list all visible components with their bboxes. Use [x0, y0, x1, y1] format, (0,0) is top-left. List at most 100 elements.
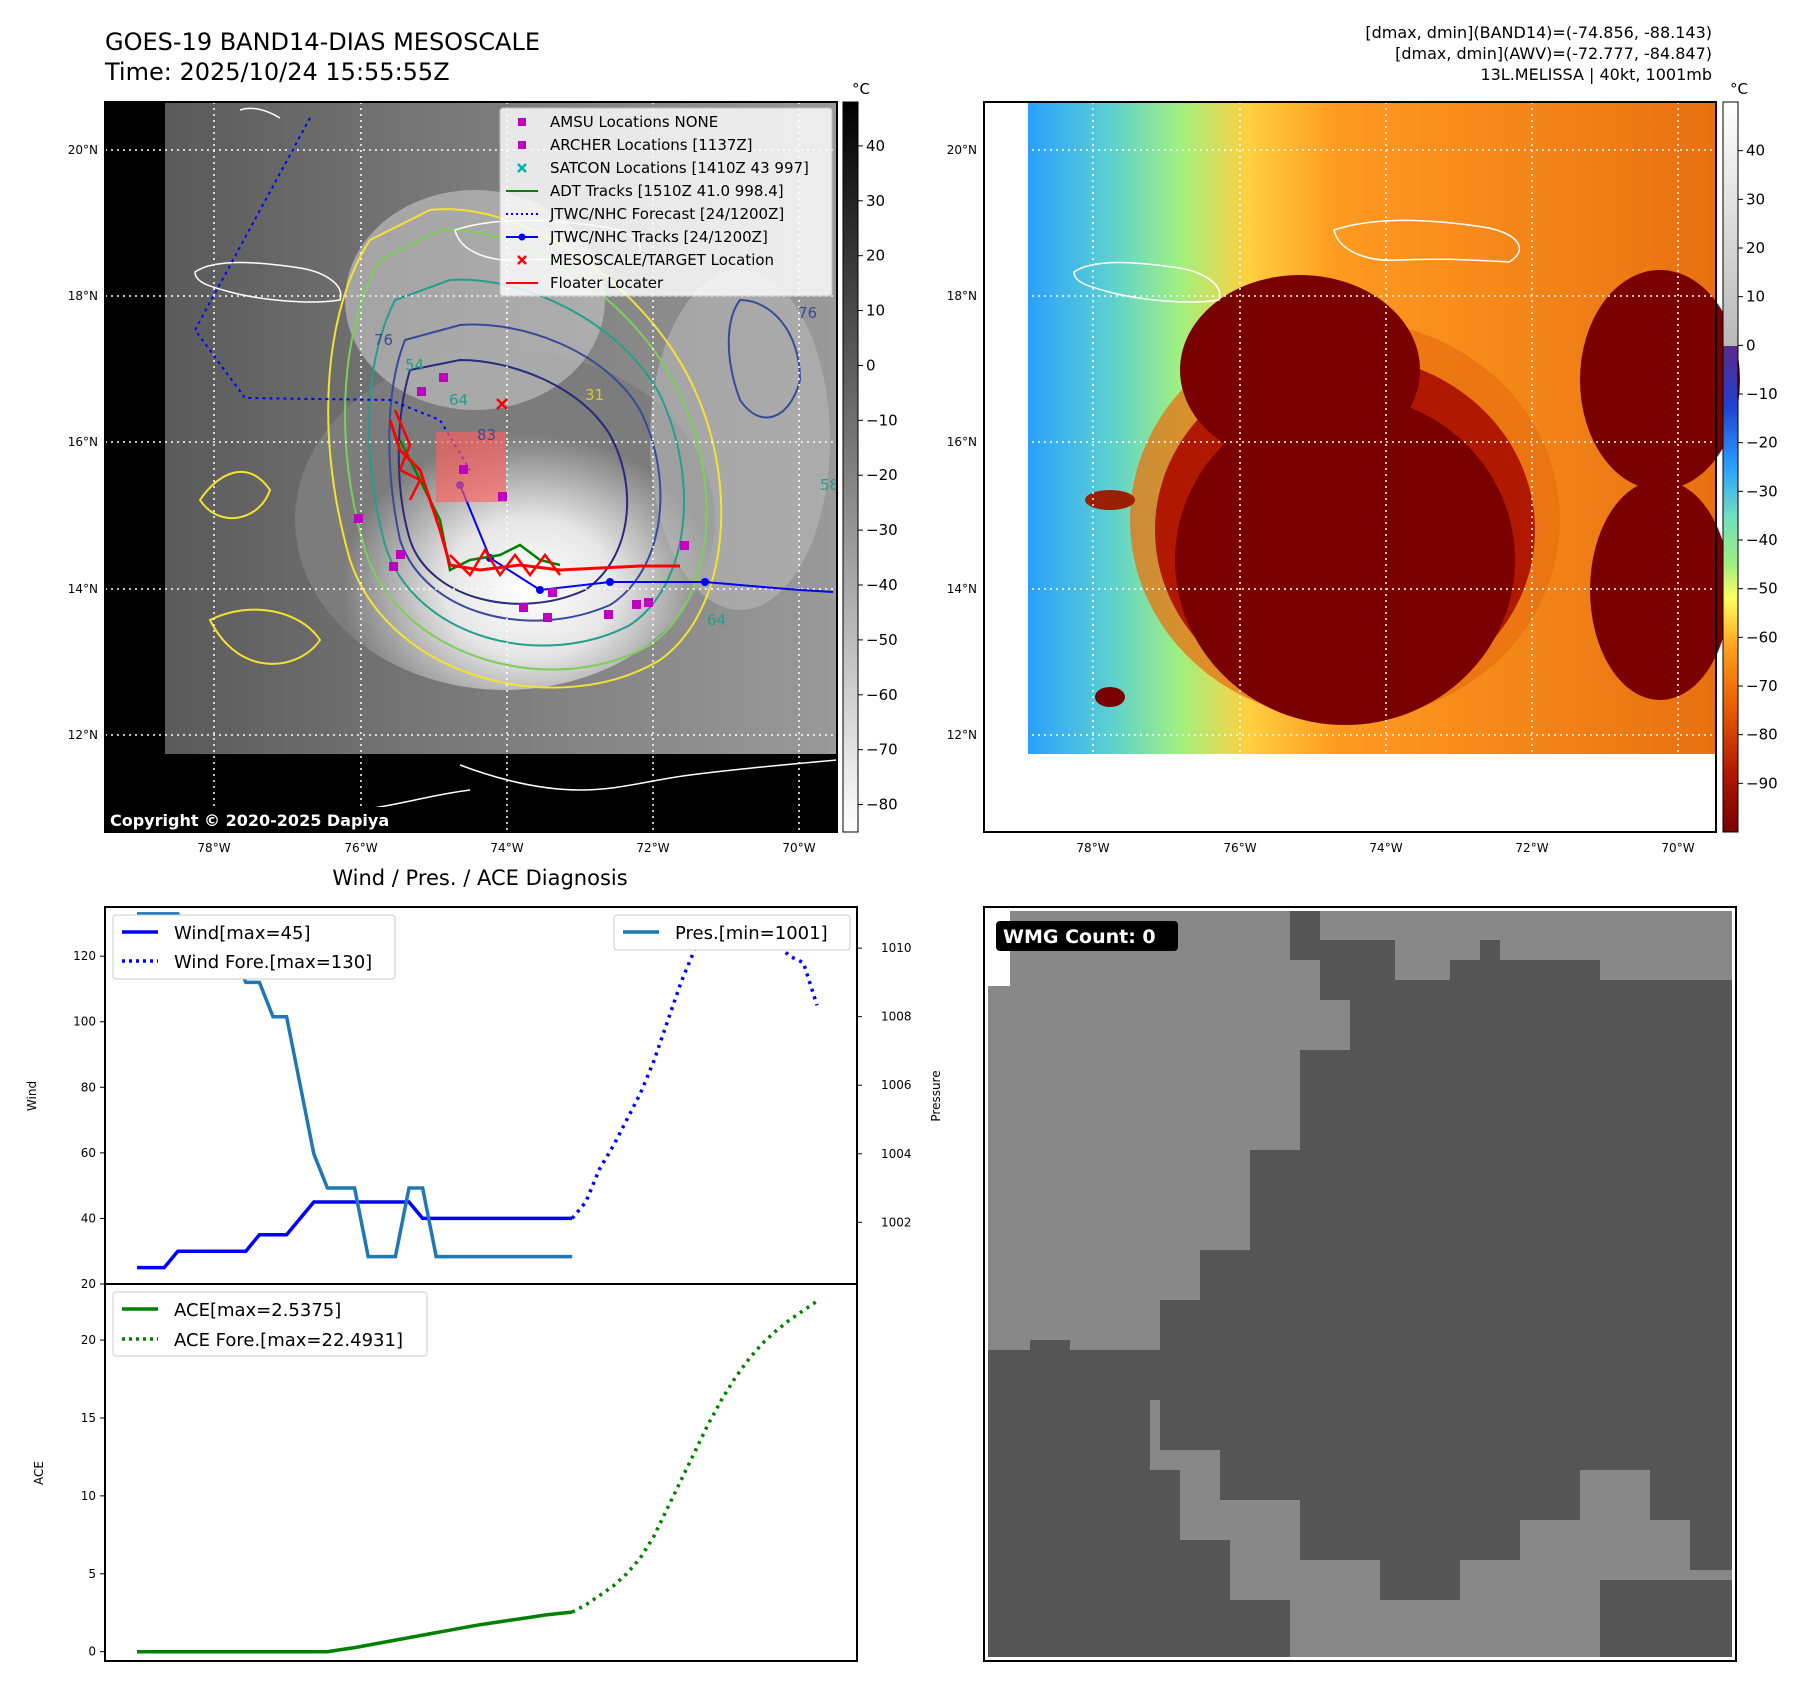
lat-tick-label: 14°N	[947, 582, 977, 596]
colorbar-tick-label: 0	[866, 356, 876, 374]
ace-forecast-legend-label: ACE Fore.[max=22.4931]	[174, 1330, 403, 1351]
legend-marker	[518, 141, 526, 149]
wmg-dark-region-3	[1600, 1580, 1732, 1657]
contour-label: 83	[477, 426, 496, 444]
legend-marker	[517, 255, 527, 265]
colorbar-tick-label: −60	[866, 686, 898, 704]
copyright-text: Copyright © 2020-2025 Dapiya	[110, 811, 389, 830]
colorbar-tick-label: −70	[1746, 677, 1778, 695]
colorbar-tick-label: −20	[866, 466, 898, 484]
color-map-coastlines	[1073, 219, 1717, 791]
lat-tick-label: 16°N	[947, 435, 977, 449]
info-line-3: 13L.MELISSA | 40kt, 1001mb	[1480, 65, 1712, 84]
color-core	[1175, 395, 1515, 725]
wind-ytick-label: 60	[81, 1146, 96, 1160]
right-colorbar-frame	[1722, 101, 1739, 833]
right-colorbar-unit: °C	[1730, 80, 1748, 98]
map-frame	[104, 101, 838, 833]
colorbar-tick-label: −40	[866, 576, 898, 594]
contour-label: 58	[820, 476, 839, 494]
contour-label: 54	[405, 356, 424, 374]
contour-labels: 76 54 64 31 83 64 76 58	[374, 304, 839, 629]
pressure-ytick-label: 1006	[881, 1078, 912, 1092]
wind-ytick-label: 80	[81, 1080, 96, 1094]
colorbar-tick-label: 10	[866, 302, 885, 320]
mesoscale-target-box	[436, 432, 506, 502]
colorbar-tick-label: 30	[1746, 190, 1765, 208]
right-colorbar-bottom	[1723, 346, 1738, 832]
legend-marker	[518, 233, 526, 241]
pressure-ytick-label: 1008	[881, 1010, 912, 1024]
legend-frame	[499, 107, 833, 297]
copyright-bg	[105, 807, 413, 833]
ace-ytick-label: 5	[88, 1567, 96, 1581]
colorbar-tick-label: 10	[1746, 288, 1765, 306]
contour-label: 31	[585, 386, 604, 404]
legend-item-label: SATCON Locations [1410Z 43 997]	[550, 159, 809, 177]
colorbar-tick-label: −40	[1746, 531, 1778, 549]
ir-map-panel: 76 54 64 31 83 64 76 58 AMSU Locations N…	[104, 101, 839, 833]
lon-tick-label: 72°W	[1515, 841, 1548, 855]
color-cell-southwest	[1095, 687, 1125, 707]
lat-tick-label: 14°N	[68, 582, 98, 596]
colorbar-tick-label: −60	[1746, 628, 1778, 646]
colorbar-tick-label: 40	[866, 137, 885, 155]
color-map-frame	[983, 101, 1717, 833]
wind-legend: Wind[max=45] Wind Fore.[max=130]	[112, 914, 396, 980]
wmg-dark-region-1	[1100, 911, 1732, 1600]
wind-ytick-label: 120	[73, 949, 96, 963]
pressure-ytick-label: 1010	[881, 941, 912, 955]
colorbar-tick-label: −10	[866, 411, 898, 429]
lat-tick-label: 20°N	[947, 143, 977, 157]
wind-legend-frame	[112, 914, 396, 980]
diagnosis-chart: Wind / Pres. / ACE Diagnosis Wind Pressu…	[25, 866, 943, 1662]
pressure-legend: Pres.[min=1001]	[613, 914, 851, 951]
wind-forecast-legend-label: Wind Fore.[max=130]	[174, 952, 372, 973]
floater-scribbles	[393, 409, 561, 578]
colorbar-tick-label: −30	[866, 521, 898, 539]
wind-ytick-label: 100	[73, 1015, 96, 1029]
legend-marker	[518, 118, 526, 126]
figure-title: GOES-19 BAND14-DIAS MESOSCALE	[105, 28, 540, 56]
contour-label: 64	[449, 391, 468, 409]
ace-legend-label: ACE[max=2.5375]	[174, 1300, 341, 1321]
lon-tick-label: 70°W	[1661, 841, 1694, 855]
pressure-ytick-label: 1004	[881, 1147, 912, 1161]
contour-label: 64	[707, 611, 726, 629]
lat-tick-label: 18°N	[947, 289, 977, 303]
pressure-ytick-label: 1002	[881, 1215, 912, 1229]
info-line-2: [dmax, dmin](AWV)=(-72.777, -84.847)	[1395, 44, 1712, 63]
ace-legend-frame	[112, 1291, 428, 1357]
colorbar-tick-label: 40	[1746, 142, 1765, 160]
color-core-east	[1580, 270, 1740, 490]
colorbar-tick-label: 20	[1746, 239, 1765, 257]
left-colorbar: °C 40 30 20 10 0 −10 −20 −30 −40 −50 −60 −70 −80	[842, 80, 898, 833]
ace-ytick-label: 15	[81, 1411, 96, 1425]
colorbar-tick-label: −20	[1746, 434, 1778, 452]
lat-tick-label: 18°N	[68, 289, 98, 303]
wmg-count-badge	[996, 921, 1178, 951]
diagnosis-title: Wind / Pres. / ACE Diagnosis	[332, 866, 627, 890]
jtwc-forecast-track	[193, 117, 471, 471]
lon-tick-label: 76°W	[1223, 841, 1256, 855]
contour-label: 76	[798, 304, 817, 322]
colorbar-tick-label: −80	[1746, 726, 1778, 744]
colorbar-tick-label: −90	[1746, 774, 1778, 792]
legend-item-label: AMSU Locations NONE	[550, 113, 718, 131]
archer-locations	[354, 373, 689, 622]
ace-legend: ACE[max=2.5375] ACE Fore.[max=22.4931]	[112, 1291, 428, 1357]
color-core-southeast	[1590, 480, 1730, 700]
right-colorbar: °C 40 30 20 10 0 −10 −20 −30 −40 −50 −60 −70 −80 −90	[1722, 80, 1778, 833]
color-map-panel	[983, 101, 1740, 833]
ace-ytick-label: 0	[88, 1645, 96, 1659]
lon-tick-label: 74°W	[490, 841, 523, 855]
lon-tick-label: 76°W	[344, 841, 377, 855]
wind-ytick-label: 40	[81, 1211, 96, 1225]
left-colorbar-gradient	[842, 101, 859, 833]
legend-item-label: MESOSCALE/TARGET Location	[550, 251, 774, 269]
color-map-gridlines	[984, 102, 1716, 832]
pressure-legend-frame	[613, 914, 851, 951]
colorbar-tick-label: 30	[866, 192, 885, 210]
map-legend: AMSU Locations NONE ARCHER Locations [113…	[499, 107, 833, 297]
lon-tick-label: 70°W	[782, 841, 815, 855]
